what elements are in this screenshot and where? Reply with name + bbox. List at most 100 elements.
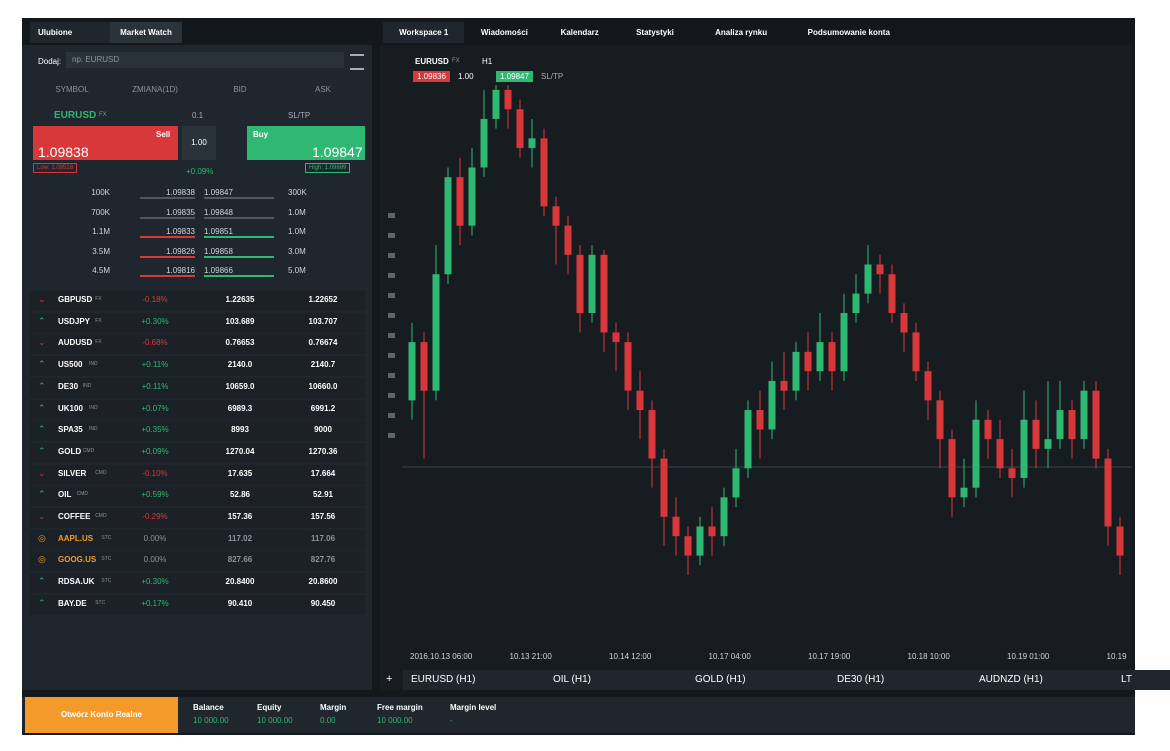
sltp[interactable]: SL/TP: [288, 111, 311, 120]
workspace-tab[interactable]: Statystyki: [617, 22, 693, 43]
symbol: AUDUSD: [58, 338, 93, 348]
candle-body: [996, 439, 1004, 469]
workspace-tab[interactable]: Podsumowanie konta: [789, 22, 909, 43]
daily-change: +0.09%: [186, 167, 214, 176]
depth-bid: 1.09833: [140, 227, 195, 238]
bid: 2140.0: [227, 360, 253, 370]
direction-icon: ⌃: [38, 576, 46, 587]
search-input[interactable]: np. EURUSD: [66, 52, 344, 68]
workspace-tab[interactable]: Wiadomości: [466, 22, 543, 43]
chart-tab[interactable]: AUDNZD (H1): [971, 670, 1114, 690]
sell-button[interactable]: [33, 126, 178, 160]
change: -0.29%: [142, 512, 168, 521]
bid: 6989.3: [227, 403, 253, 413]
instrument-row[interactable]: [30, 421, 365, 442]
add-tab[interactable]: +: [386, 673, 393, 685]
instrument-row[interactable]: [30, 291, 365, 311]
column-header: ASK: [314, 85, 331, 94]
menu-button[interactable]: [350, 54, 364, 70]
stat-label: Equity: [257, 703, 282, 712]
chart-buy[interactable]: 1.09847: [496, 71, 533, 82]
chart-tab[interactable]: LT: [1113, 670, 1170, 690]
chart-tab[interactable]: DE30 (H1): [829, 670, 972, 690]
instrument-row[interactable]: [30, 356, 365, 377]
direction-icon: ⌃: [38, 315, 46, 326]
tool-icon: [388, 393, 395, 398]
workspace-tab[interactable]: Analiza rynku: [695, 22, 788, 43]
instrument-row[interactable]: [30, 312, 365, 333]
direction-icon: ⌄: [38, 337, 46, 348]
bid-volume: 1.1M: [92, 227, 110, 236]
symbol-type: STC: [101, 534, 112, 541]
symbol: OIL: [58, 490, 72, 500]
bid: 90.410: [227, 598, 253, 608]
change: +0.11%: [141, 381, 169, 391]
candle-body: [576, 254, 584, 314]
ask: 20.8600: [308, 577, 338, 587]
low: Low: 1.09518: [33, 163, 78, 173]
depth-bid: 1.09838: [140, 188, 195, 199]
symbol: COFFEE: [58, 512, 91, 521]
instrument-row[interactable]: [30, 573, 365, 594]
instrument-row[interactable]: [30, 508, 365, 528]
tab[interactable]: Market Watch: [110, 22, 182, 43]
symbol-type: STC: [101, 556, 112, 563]
ask: 6991.2: [310, 403, 336, 413]
instrument-row[interactable]: [30, 377, 365, 398]
ask: 52.91: [312, 490, 334, 500]
symbol-type: IND: [89, 426, 98, 433]
direction-icon: ⌄: [38, 294, 46, 304]
instrument-row[interactable]: [30, 529, 365, 550]
chart-tab[interactable]: GOLD (H1): [687, 670, 830, 690]
chart-tab[interactable]: EURUSD (H1): [403, 670, 546, 690]
instrument-row[interactable]: [30, 442, 365, 463]
candle-body: [708, 526, 716, 537]
bid-volume: 4.5M: [92, 266, 110, 275]
buy-button[interactable]: [247, 126, 365, 160]
volume[interactable]: 1.00: [182, 126, 216, 160]
chart-panel: [380, 45, 1132, 690]
tab[interactable]: Ulubione: [30, 22, 110, 43]
depth-ask: 1.09851: [204, 227, 274, 238]
symbol-type: IND: [89, 404, 98, 411]
tool-icon: [388, 253, 395, 258]
symbol[interactable]: EURUSD: [54, 110, 97, 121]
instrument-row[interactable]: [30, 464, 365, 485]
instrument-row[interactable]: [30, 551, 365, 572]
direction-icon: ⌃: [38, 489, 46, 500]
candle-body: [420, 342, 428, 391]
candle-body: [1116, 526, 1124, 556]
change: -0.68%: [142, 338, 168, 348]
instrument-row[interactable]: [30, 399, 365, 420]
change: -0.18%: [142, 295, 168, 304]
depth-bid: 1.09816: [140, 266, 195, 277]
workspace-tab[interactable]: Workspace 1: [383, 22, 465, 43]
candle-body: [840, 313, 848, 372]
instrument-row[interactable]: [30, 594, 365, 615]
stat-label: Margin level: [450, 703, 497, 712]
candle-body: [1044, 439, 1052, 449]
chart-tab[interactable]: OIL (H1): [545, 670, 688, 690]
chart-symbol[interactable]: EURUSD: [415, 57, 449, 66]
symbol-type: CMD: [95, 513, 107, 519]
workspace-tab[interactable]: Kalendarz: [544, 22, 615, 43]
tool-icon: [388, 333, 395, 338]
open-account-button[interactable]: Otwórz Konto Realne: [25, 697, 178, 733]
candle-body: [744, 410, 752, 469]
symbol-type: CMD: [82, 447, 95, 454]
column-header: SYMBOL: [55, 85, 89, 94]
search-label: Dodaj:: [38, 57, 62, 66]
chart-sell[interactable]: 1.09836: [413, 71, 450, 82]
depth-ask: 1.09858: [204, 247, 274, 258]
candle-body: [864, 264, 872, 294]
candle-body: [480, 118, 488, 168]
symbol-type: IND: [82, 382, 92, 389]
instrument-row[interactable]: [30, 486, 365, 507]
chart-sltp[interactable]: SL/TP: [541, 72, 564, 81]
instrument-row[interactable]: [30, 334, 365, 355]
timeframe[interactable]: H1: [482, 57, 493, 66]
x-axis-label: 10.13 21:00: [510, 652, 553, 661]
candle-body: [924, 371, 932, 401]
direction-icon: ⌄: [38, 511, 46, 521]
change: +0.07%: [141, 403, 169, 413]
